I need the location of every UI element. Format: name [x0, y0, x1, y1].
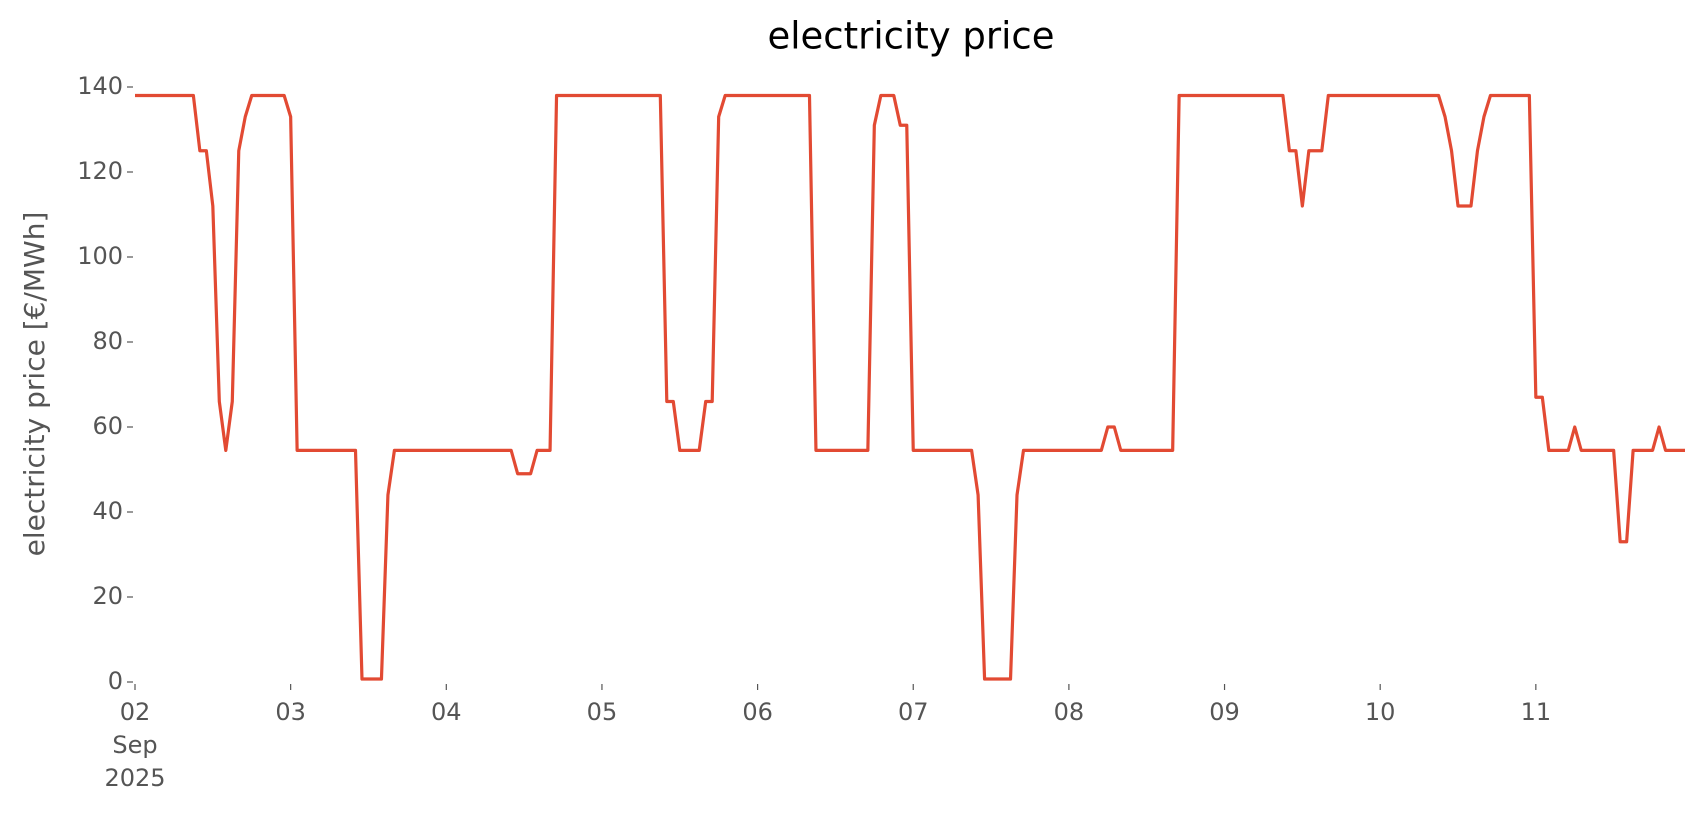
y-tick-label: 60 — [92, 412, 123, 440]
x-tick-label: 08 — [1054, 698, 1085, 726]
x-tick-label: 06 — [742, 698, 773, 726]
price-line — [135, 93, 1685, 681]
x-tick-label: 10 — [1365, 698, 1396, 726]
y-tick-label: 20 — [92, 582, 123, 610]
y-tick-label: 0 — [108, 667, 123, 695]
y-axis-label: electricity price [€/MWh] — [18, 212, 51, 557]
y-tick-label: 40 — [92, 497, 123, 525]
y-tick-label: 120 — [77, 157, 123, 185]
x-tick-label: 02 Sep 2025 — [104, 698, 165, 792]
x-tick-label: 07 — [898, 698, 929, 726]
y-tick-label: 80 — [92, 327, 123, 355]
x-tick-label: 05 — [587, 698, 618, 726]
y-tick-label: 140 — [77, 72, 123, 100]
x-tick-label: 03 — [275, 698, 306, 726]
x-tick-label: 09 — [1209, 698, 1240, 726]
y-tick-label: 100 — [77, 242, 123, 270]
chart-title: electricity price — [767, 15, 1054, 58]
x-tick-label: 11 — [1521, 698, 1552, 726]
x-tick-label: 04 — [431, 698, 462, 726]
